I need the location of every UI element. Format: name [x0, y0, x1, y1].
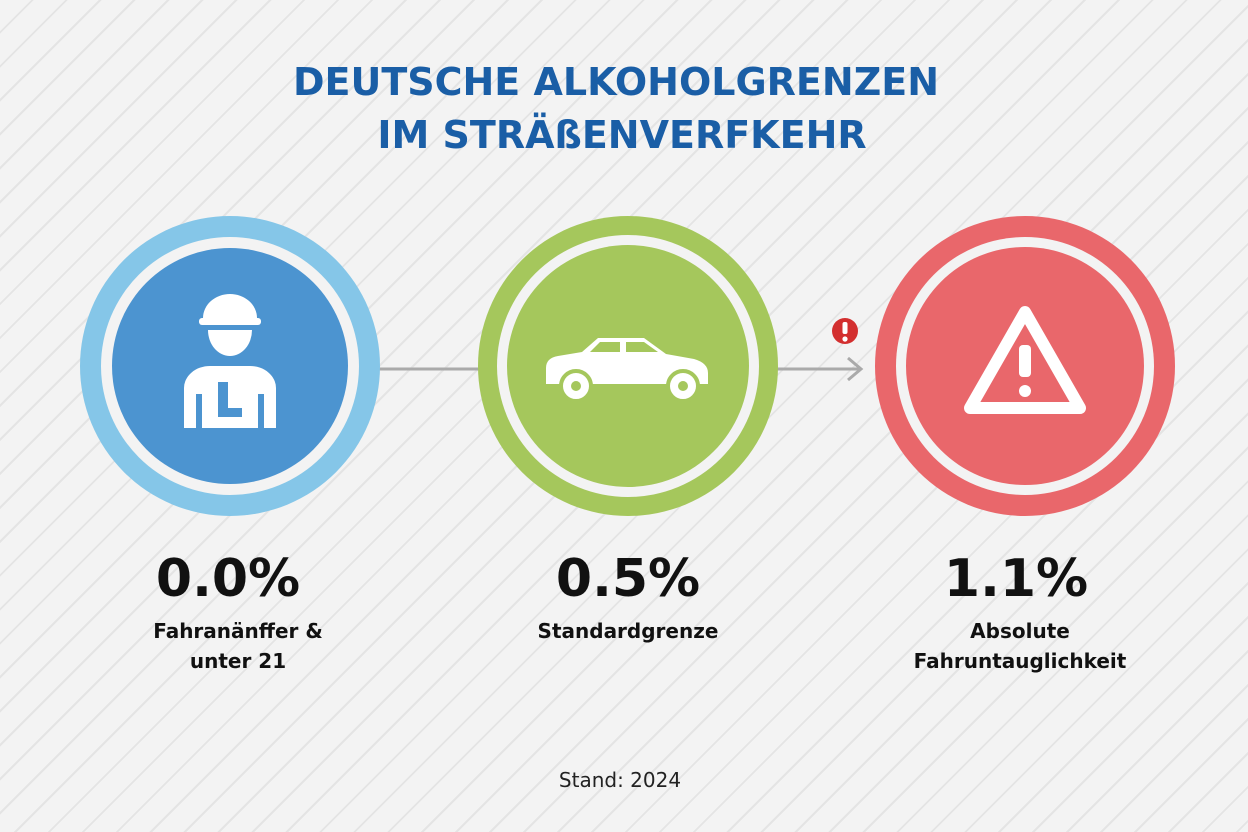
title-line: DEUTSCHE ALKOHOLGRENZEN	[293, 60, 939, 104]
circle-green	[478, 216, 778, 516]
limit-value: 1.1%	[944, 549, 1088, 609]
footer: Stand: 2024	[559, 768, 681, 792]
limit-label: Standardgrenze	[538, 619, 719, 643]
limit-label: unter 21	[190, 649, 286, 673]
limit-label: Fahranänffer &	[153, 619, 323, 643]
title-line: IM STRÄßENVERFKEHR	[377, 113, 866, 157]
limit-value: 0.0%	[156, 549, 300, 609]
limit-label: Absolute	[970, 619, 1070, 643]
arrow-head	[847, 356, 864, 382]
limit-value: 0.5%	[556, 549, 700, 609]
alert-badge	[832, 318, 858, 344]
circle-red	[875, 216, 1175, 516]
circle-blue	[80, 216, 380, 516]
limit-label: Fahruntauglichkeit	[914, 649, 1127, 673]
